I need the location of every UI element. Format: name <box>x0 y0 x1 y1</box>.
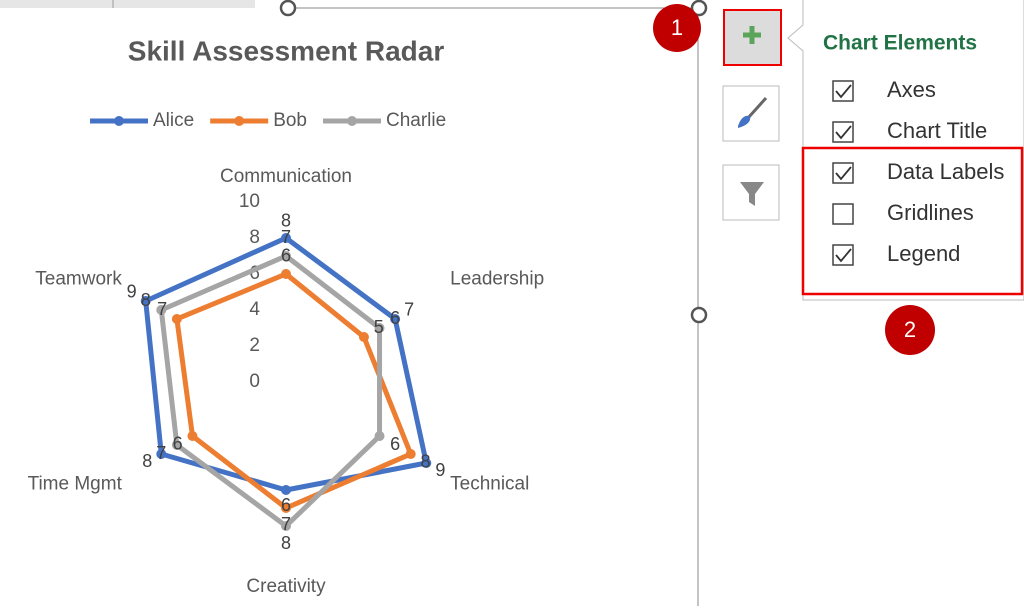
data-label: 7 <box>281 514 291 534</box>
highlight-box <box>801 146 1024 296</box>
callout-badge: 2 <box>885 305 935 355</box>
data-label: 6 <box>390 434 400 454</box>
option-label: Data Labels <box>887 159 1004 184</box>
element-option[interactable]: Axes <box>832 77 936 102</box>
chart-filters-button[interactable] <box>722 164 780 221</box>
data-label: 6 <box>390 308 400 328</box>
data-point <box>171 314 182 324</box>
checkbox[interactable] <box>832 121 854 143</box>
data-label: 6 <box>281 495 291 515</box>
category-label: Teamwork <box>35 269 122 290</box>
data-point <box>156 449 167 459</box>
resize-handle[interactable] <box>690 0 708 17</box>
legend-label: Charlie <box>386 110 446 131</box>
chart-elements-button[interactable] <box>723 9 782 66</box>
data-label: 8 <box>141 290 151 310</box>
element-option[interactable]: Chart Title <box>832 118 987 143</box>
data-point <box>281 269 291 279</box>
legend-label: Alice <box>153 110 194 131</box>
data-point <box>390 314 401 324</box>
y-tick-label: 4 <box>249 299 260 320</box>
data-point <box>281 233 291 243</box>
data-label: 6 <box>173 433 183 453</box>
data-point <box>281 503 291 513</box>
data-label: 7 <box>404 300 414 320</box>
checkmark <box>835 166 852 181</box>
data-label: 8 <box>142 451 152 471</box>
data-point <box>281 485 291 495</box>
checkbox[interactable] <box>832 162 854 184</box>
data-label: 9 <box>127 282 137 302</box>
callout-number: 2 <box>904 317 916 342</box>
category-label: Communication <box>220 166 352 187</box>
option-label: Gridlines <box>887 200 974 225</box>
category-label: Leadership <box>450 269 544 290</box>
option-label: Chart Title <box>887 118 987 143</box>
data-label: 8 <box>281 211 291 231</box>
data-point <box>140 296 151 306</box>
panel-title: Chart Elements <box>823 32 977 55</box>
data-label: 7 <box>157 299 167 319</box>
data-point <box>358 332 369 342</box>
chart-title: Skill Assessment Radar <box>128 35 445 66</box>
resize-handle[interactable] <box>690 306 708 324</box>
data-label: 7 <box>156 443 166 463</box>
data-point <box>281 251 291 261</box>
y-tick-label: 6 <box>249 263 260 284</box>
legend-label: Bob <box>273 110 307 131</box>
chart-elements-panel <box>787 0 1024 301</box>
data-point <box>171 440 182 450</box>
option-label: Axes <box>887 77 936 102</box>
category-label: Technical <box>450 474 529 495</box>
data-point <box>374 431 385 441</box>
y-tick-label: 10 <box>239 191 260 212</box>
legend-marker <box>114 116 124 126</box>
y-tick-label: 8 <box>249 227 260 248</box>
data-label: 8 <box>421 451 431 471</box>
checkbox[interactable] <box>832 203 854 225</box>
resize-handle[interactable] <box>279 0 297 17</box>
checkbox[interactable] <box>832 80 854 102</box>
checkmark <box>835 125 852 140</box>
callout-number: 1 <box>671 15 683 40</box>
checkmark <box>835 84 852 99</box>
category-label: Time Mgmt <box>28 474 123 495</box>
data-point <box>421 458 432 468</box>
legend-marker <box>234 116 245 126</box>
data-label: 6 <box>281 246 291 266</box>
checkmark <box>835 248 852 263</box>
data-label: 8 <box>281 533 291 553</box>
element-option[interactable]: Data Labels <box>832 159 1004 184</box>
checkbox[interactable] <box>832 244 854 266</box>
data-label: 5 <box>374 317 384 337</box>
sheet-cells <box>0 0 255 8</box>
element-option[interactable]: Gridlines <box>832 200 974 225</box>
y-tick-label: 0 <box>249 371 260 392</box>
category-label: Creativity <box>246 576 326 597</box>
data-label: 9 <box>435 460 445 480</box>
y-tick-label: 2 <box>249 335 260 356</box>
legend-marker <box>347 116 357 126</box>
data-point <box>281 521 291 531</box>
callout-badge: 1 <box>653 4 701 52</box>
chart-styles-button[interactable] <box>722 85 780 142</box>
data-point <box>156 305 167 315</box>
data-point <box>187 431 198 441</box>
element-option[interactable]: Legend <box>832 241 960 266</box>
data-point <box>405 449 416 459</box>
option-label: Legend <box>887 241 960 266</box>
data-label: 7 <box>281 227 291 247</box>
data-point <box>374 323 385 333</box>
